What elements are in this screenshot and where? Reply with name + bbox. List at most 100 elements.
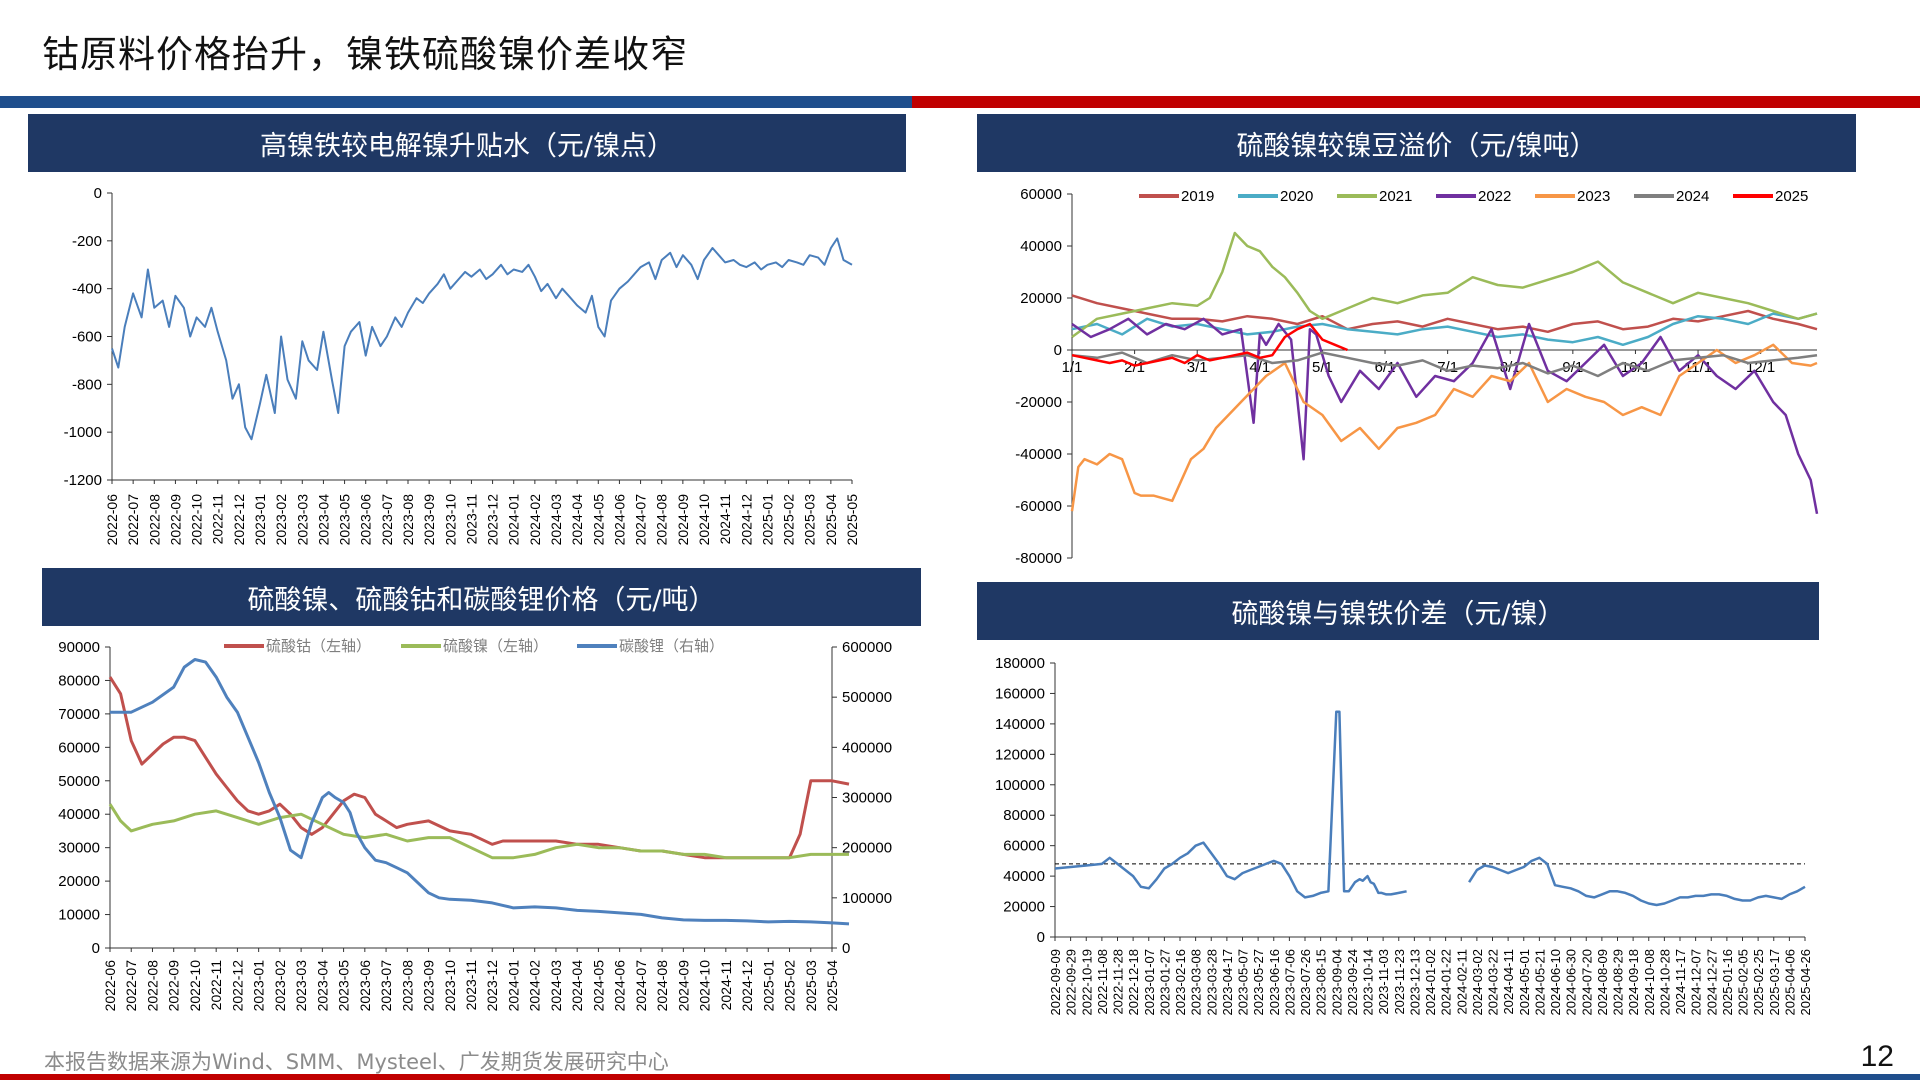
x-tick-label: 2024-11: [717, 494, 733, 545]
legend-label-5: 2024: [1676, 188, 1709, 205]
x-tick-label: 2024-11-17: [1673, 949, 1688, 1015]
x-tick-label: 2023-08-15: [1314, 949, 1329, 1016]
y-tick-label: 60000: [1003, 838, 1045, 855]
legend-label-2: 碳酸锂（右轴）: [619, 638, 724, 655]
y-tick-label: -40000: [1015, 446, 1062, 463]
y-tick-label: 90000: [58, 639, 100, 656]
chart-header-sulfate-premium: 硫酸镍较镍豆溢价（元/镍吨）: [977, 114, 1856, 172]
x-tick-label: 4/1: [1249, 359, 1270, 376]
legend-label-0: 硫酸钴（左轴）: [266, 638, 371, 655]
series-line-0: [1054, 710, 1407, 899]
x-tick-label: 2024-12-27: [1704, 949, 1719, 1016]
x-tick-label: 2024-05: [590, 494, 606, 546]
x-tick-label: 3/1: [1187, 359, 1208, 376]
y-tick-label: 40000: [1020, 238, 1062, 255]
series-line-1: [108, 803, 849, 860]
x-tick-label: 2023-07: [378, 960, 394, 1012]
x-tick-label: 5/1: [1312, 359, 1333, 376]
x-tick-label: 2024-08: [654, 960, 670, 1012]
x-tick-label: 2024-06-30: [1564, 949, 1579, 1016]
x-tick-label: 2022-07: [125, 494, 141, 546]
y-tick-label: -60000: [1015, 498, 1062, 515]
y-tick-label: 40000: [58, 806, 100, 823]
x-tick-label: 2024-07: [633, 494, 649, 546]
y-tick-label: 30000: [58, 840, 100, 857]
x-tick-label: 2024-12: [739, 960, 755, 1012]
x-tick-label: 2023-11-23: [1392, 949, 1407, 1015]
y-tick-label: -80000: [1015, 550, 1062, 567]
y-tick-label: 60000: [1020, 186, 1062, 203]
y-tick-label: 0: [92, 940, 100, 957]
x-tick-label: 2025-03: [803, 960, 819, 1012]
x-tick-label: 2024-12-07: [1689, 949, 1704, 1016]
x-tick-label: 2022-08: [146, 494, 162, 546]
legend-label-2: 2021: [1379, 188, 1412, 205]
x-tick-label: 2022-08: [144, 960, 160, 1012]
series-line-0: [1071, 294, 1818, 334]
x-tick-label: 2022-11: [208, 960, 224, 1011]
y-tick-label: -400: [72, 281, 102, 298]
x-tick-label: 2024-06-10: [1548, 949, 1563, 1016]
y-tick-label: -1000: [64, 424, 102, 441]
chart-title-prices: 硫酸镍、硫酸钴和碳酸锂价格（元/吨）: [247, 584, 716, 616]
chart-prices: 90000 80000 70000 60000 50000 40000 30000 20000…: [58, 637, 892, 1012]
x-tick-label: 2023-03-08: [1189, 949, 1204, 1016]
x-tick-label: 2023-12: [485, 494, 501, 546]
x-tick-label: 2022-06: [104, 494, 120, 546]
x-tick-label: 2024-03-22: [1486, 949, 1501, 1016]
x-tick-label: 2024-09-18: [1626, 949, 1641, 1016]
x-tick-label: 2023-05: [336, 960, 352, 1012]
x-tick-label: 2023-10: [442, 494, 458, 546]
chart-title-premium: 高镍铁较电解镍升贴水（元/镍点）: [259, 130, 675, 162]
x-tick-label: 2023-10-14: [1361, 949, 1376, 1016]
y-tick-label: 20000: [58, 873, 100, 890]
x-tick-label: 2024-04: [569, 494, 585, 546]
series-line-3: [1071, 317, 1819, 515]
x-tick-label: 2023-03: [293, 960, 309, 1012]
x-tick-label: 2025-04: [823, 494, 839, 546]
x-tick-label: 2022-10: [189, 494, 205, 546]
chart-title-sulfate-premium: 硫酸镍较镍豆溢价（元/镍吨）: [1236, 130, 1597, 162]
y-tick-label: 10000: [58, 907, 100, 924]
x-tick-label: 2025-04-26: [1798, 949, 1813, 1016]
x-tick-label: 2024-08-29: [1611, 949, 1626, 1016]
footer-source: 本报告数据来源为Wind、SMM、Mysteel、广发期货发展研究中心: [44, 1050, 669, 1074]
y-tick-label: 0: [1054, 342, 1062, 359]
series-line-2: [1071, 231, 1818, 339]
x-tick-label: 2023-02: [273, 494, 289, 546]
y-tick-label: 180000: [995, 655, 1045, 672]
x-tick-label: 2023-02: [272, 960, 288, 1012]
y-tick-label: -200: [72, 233, 102, 250]
x-tick-label: 2025-02-25: [1751, 949, 1766, 1016]
x-tick-label: 2024-11: [718, 960, 734, 1011]
x-tick-label: 2024-08: [654, 494, 670, 546]
chart-title-spread: 硫酸镍与镍铁价差（元/镍）: [1231, 598, 1565, 630]
x-tick-label: 2025-01: [760, 960, 776, 1012]
x-tick-label: 2025-01: [759, 494, 775, 546]
y-tick-label: 0: [1037, 929, 1045, 946]
x-tick-label: 2022-11-28: [1111, 949, 1126, 1015]
x-tick-label: 2024-03: [548, 960, 564, 1012]
page-number: 12: [1860, 1040, 1894, 1073]
x-tick-label: 2023-09-24: [1345, 949, 1360, 1016]
legend-label-1: 2020: [1280, 188, 1313, 205]
x-tick-label: 2024-01: [506, 494, 522, 546]
y-tick-label: 40000: [1003, 868, 1045, 885]
x-tick-label: 2023-01-27: [1157, 949, 1172, 1016]
x-tick-label: 2024-05-21: [1532, 949, 1547, 1016]
x-tick-label: 2023-03: [294, 494, 310, 546]
x-tick-label: 2022-12-18: [1126, 949, 1141, 1016]
legend-label-4: 2023: [1577, 188, 1610, 205]
x-tick-label: 2024-07: [633, 960, 649, 1012]
x-tick-label: 2023-11-03: [1376, 949, 1391, 1015]
x-tick-label: 2025-03-17: [1767, 949, 1782, 1016]
x-tick-label: 2024-03-02: [1470, 949, 1485, 1016]
x-tick-label: 2023-10: [442, 960, 458, 1012]
series-line-1: [1468, 856, 1806, 907]
y-tick-label: 120000: [995, 746, 1045, 763]
legend-label-6: 2025: [1775, 188, 1808, 205]
x-tick-label: 2022-09: [167, 494, 183, 546]
series-line-6: [1071, 322, 1348, 367]
x-tick-label: 2023-08: [399, 960, 415, 1012]
x-tick-label: 2023-06-16: [1267, 949, 1282, 1016]
